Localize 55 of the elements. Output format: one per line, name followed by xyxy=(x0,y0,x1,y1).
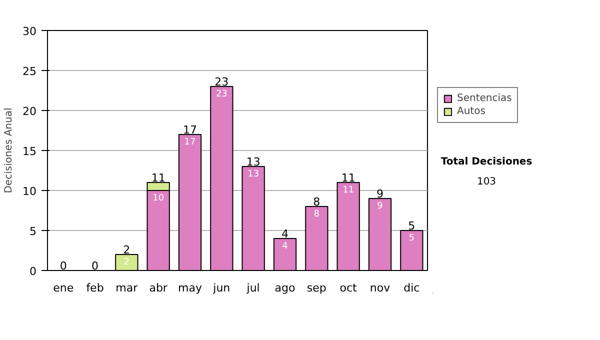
total-label: 9 xyxy=(376,188,384,200)
total-label: 0 xyxy=(60,260,67,272)
bar xyxy=(242,166,265,270)
bar xyxy=(115,254,138,270)
data-label: 23 xyxy=(216,90,228,100)
x-tick-label: ago xyxy=(274,282,296,294)
data-label: 8 xyxy=(314,210,320,220)
bar xyxy=(336,182,360,270)
data-label: 10 xyxy=(152,194,164,204)
y-tick-label: 0 xyxy=(30,265,36,278)
y-tick-label: 25 xyxy=(22,65,37,78)
bar xyxy=(305,206,328,270)
x-tick-label: sep xyxy=(306,282,326,294)
text: Total Decisiones xyxy=(440,156,532,168)
legend-label: Autos xyxy=(457,106,486,117)
x-tick-label: mar xyxy=(116,282,138,294)
bar xyxy=(210,86,234,270)
data-label: 2 xyxy=(124,258,130,268)
y-tick-label: 30 xyxy=(22,25,37,38)
x-tick-label: jul xyxy=(246,282,260,294)
x-tick-label: oct xyxy=(340,282,358,294)
data-label: 9 xyxy=(377,202,384,212)
x-tick-label: abr xyxy=(149,282,168,294)
total-label: 11 xyxy=(151,172,166,184)
x-tick-label: dic xyxy=(404,282,420,294)
data-label: 13 xyxy=(248,170,260,180)
data-label: 11 xyxy=(342,186,354,196)
data-label: 5 xyxy=(408,234,415,244)
x-tick-label: may xyxy=(178,282,202,294)
total-label: 23 xyxy=(214,76,229,88)
total-label: 2 xyxy=(123,244,130,256)
bar xyxy=(368,198,392,270)
data-label: 17 xyxy=(184,138,196,148)
y-tick-label: 5 xyxy=(30,225,36,238)
total-label: 13 xyxy=(246,156,260,168)
total-label: 5 xyxy=(408,220,416,232)
x-tick-label: ene xyxy=(53,282,74,294)
y-tick-label: 20 xyxy=(22,105,37,118)
bar xyxy=(178,134,202,270)
x-tick-label: feb xyxy=(86,282,104,294)
total-label: 0 xyxy=(92,260,98,272)
text: 103 xyxy=(476,176,496,188)
total-label: 17 xyxy=(183,124,197,136)
bar xyxy=(273,238,297,270)
data-label: 4 xyxy=(282,242,288,252)
x-tick-label: jun xyxy=(212,282,230,294)
legend-label: Sentencias xyxy=(457,93,512,104)
bar xyxy=(400,230,424,270)
y-tick-label: 15 xyxy=(22,145,37,158)
total-label: 4 xyxy=(282,228,288,240)
y-tick-label: 10 xyxy=(22,185,37,198)
total-label: 11 xyxy=(341,172,356,184)
y-axis-title: Decisiones Anual xyxy=(4,108,15,194)
x-tick-label: nov xyxy=(370,282,391,294)
total-label: 8 xyxy=(313,196,320,208)
